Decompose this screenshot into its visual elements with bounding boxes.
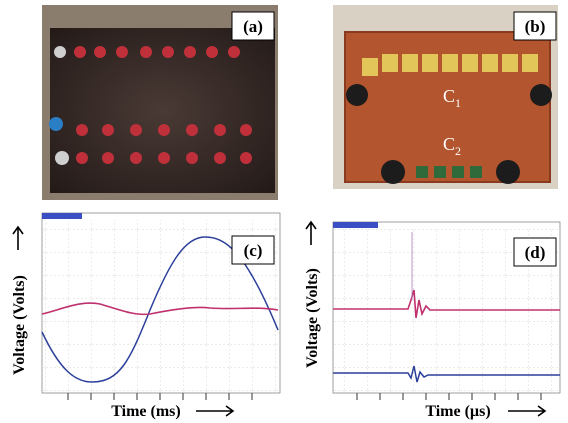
text-part: C: [443, 134, 455, 154]
photo-a: (a): [42, 5, 278, 200]
y-axis-label: Voltage (Volts): [11, 275, 28, 375]
panel-label: (c): [244, 241, 263, 260]
panel-label: (b): [525, 17, 546, 36]
panel-label: (a): [243, 17, 263, 36]
text-part: 1: [455, 96, 461, 110]
y-axis-label: Voltage (Volts): [304, 268, 321, 368]
scope-c: (c) Time (ms): [41, 212, 281, 420]
capacitor-label: C1: [443, 86, 461, 110]
text-part: 2: [455, 144, 461, 158]
photo-b: C1 C2 (b): [333, 5, 558, 189]
text-part: C: [443, 86, 455, 106]
scope-d: (d) Time (µs): [332, 221, 561, 420]
x-axis-label: Time (µs): [425, 403, 490, 420]
x-axis-label: Time (ms): [111, 403, 180, 420]
panel-label: (d): [525, 243, 546, 262]
capacitor-label: C2: [443, 134, 461, 158]
